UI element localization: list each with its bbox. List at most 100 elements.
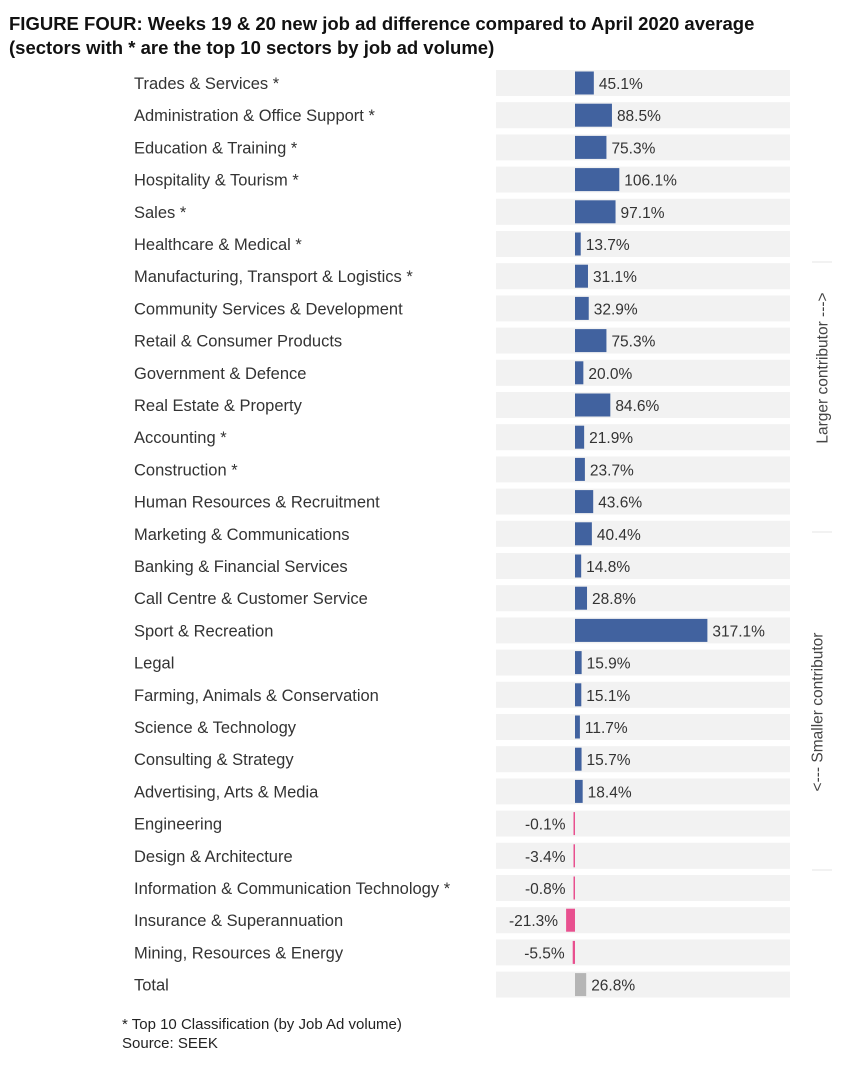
- bar: [575, 522, 592, 546]
- bar: [575, 651, 582, 675]
- category-label: Insurance & Superannuation: [134, 912, 343, 930]
- value-label: 32.9%: [594, 301, 638, 318]
- row-background: [496, 585, 790, 612]
- bar: [575, 135, 607, 159]
- bar: [575, 264, 588, 288]
- bar: [573, 812, 575, 836]
- row-background: [496, 778, 790, 805]
- row-background: [496, 520, 790, 547]
- row-background: [496, 649, 790, 676]
- row-background: [496, 842, 790, 869]
- category-label: Farming, Animals & Conservation: [134, 687, 379, 705]
- bar: [575, 457, 585, 481]
- row-background: [496, 907, 790, 934]
- category-label: Retail & Consumer Products: [134, 333, 342, 351]
- category-label: Community Services & Development: [134, 300, 403, 318]
- value-label: 13.7%: [586, 237, 630, 254]
- row-background: [496, 424, 790, 451]
- category-label: Total: [134, 977, 169, 995]
- bar: [573, 844, 575, 868]
- category-labels: Trades & Services * Administration & Offi…: [134, 75, 451, 995]
- row-background: [496, 939, 790, 966]
- row-background: [496, 231, 790, 257]
- chart-title-line-1: FIGURE FOUR: Weeks 19 & 20 new job ad di…: [9, 13, 755, 34]
- bar: [575, 618, 708, 642]
- value-label: 317.1%: [712, 623, 765, 640]
- value-label: 15.9%: [587, 656, 631, 673]
- category-label: Science & Technology: [134, 719, 297, 737]
- row-background: [496, 553, 790, 579]
- bar: [575, 425, 585, 449]
- value-label: 26.8%: [591, 978, 635, 995]
- bar: [575, 683, 582, 707]
- row-background: [496, 263, 790, 290]
- row-background: [496, 875, 790, 901]
- row-background: [496, 971, 790, 998]
- row-background: [496, 810, 790, 837]
- bar: [575, 586, 588, 610]
- value-label: -21.3%: [509, 913, 558, 930]
- value-label: 40.4%: [597, 527, 641, 544]
- value-label: 31.1%: [593, 269, 637, 286]
- category-label: Marketing & Communications: [134, 526, 350, 544]
- value-label: 43.6%: [598, 495, 642, 512]
- bar: [575, 779, 583, 803]
- row-background: [496, 392, 790, 418]
- value-label: 15.1%: [586, 688, 630, 705]
- row-background: [496, 714, 790, 740]
- category-label: Education & Training *: [134, 139, 298, 157]
- bar-total: [575, 973, 587, 997]
- bar: [575, 329, 607, 353]
- value-label: 21.9%: [589, 430, 633, 447]
- value-label: 75.3%: [611, 334, 655, 351]
- row-background: [496, 746, 790, 773]
- row-background: [496, 359, 790, 386]
- value-label: 88.5%: [617, 108, 661, 125]
- bar: [575, 200, 616, 224]
- category-label: Banking & Financial Services: [134, 558, 348, 576]
- row-background: [496, 488, 790, 515]
- category-label: Mining, Resources & Energy: [134, 944, 344, 962]
- row-background: [496, 166, 790, 193]
- bar: [575, 490, 594, 514]
- bar: [566, 908, 575, 932]
- category-label: Trades & Services *: [134, 75, 280, 93]
- row-background: [496, 456, 790, 483]
- category-label: Real Estate & Property: [134, 397, 303, 415]
- value-label: 45.1%: [599, 76, 643, 93]
- category-label: Hospitality & Tourism *: [134, 172, 299, 190]
- value-labels: 45.1% 88.5% 75.3% 106.1% 97.1% 13.7% 31.1% 32.9…: [509, 76, 765, 995]
- value-label: 14.8%: [586, 559, 630, 576]
- smaller-contributor-label: <--- Smaller contributor: [810, 633, 827, 792]
- bar: [575, 361, 584, 385]
- row-background: [496, 70, 790, 96]
- value-label: 11.7%: [585, 720, 628, 737]
- bar: [575, 393, 611, 417]
- category-label: Healthcare & Medical *: [134, 236, 302, 254]
- row-background: [496, 102, 790, 129]
- category-label: Legal: [134, 655, 174, 673]
- row-background: [496, 295, 790, 322]
- value-label: -3.4%: [525, 849, 566, 866]
- value-label: -5.5%: [524, 945, 565, 962]
- bar: [572, 940, 575, 964]
- category-label: Manufacturing, Transport & Logistics *: [134, 268, 413, 286]
- value-label: 15.7%: [587, 752, 631, 769]
- value-label: 84.6%: [615, 398, 659, 415]
- value-label: 106.1%: [624, 173, 677, 190]
- category-label: Call Centre & Customer Service: [134, 590, 368, 608]
- value-label: 97.1%: [621, 205, 665, 222]
- side-annotation: Larger contributor ---> <--- Smaller cont…: [810, 261, 832, 871]
- value-label: 23.7%: [590, 462, 634, 479]
- category-label: Advertising, Arts & Media: [134, 783, 319, 801]
- row-background: [496, 327, 790, 354]
- bars: [566, 71, 708, 997]
- category-label: Government & Defence: [134, 365, 306, 383]
- category-label: Engineering: [134, 816, 222, 834]
- row-background: [496, 681, 790, 708]
- bar: [575, 296, 589, 320]
- chart-title-line-2: (sectors with * are the top 10 sectors b…: [9, 37, 495, 58]
- value-label: 28.8%: [592, 591, 636, 608]
- bar: [575, 232, 581, 256]
- chart-title: FIGURE FOUR: Weeks 19 & 20 new job ad di…: [9, 12, 839, 60]
